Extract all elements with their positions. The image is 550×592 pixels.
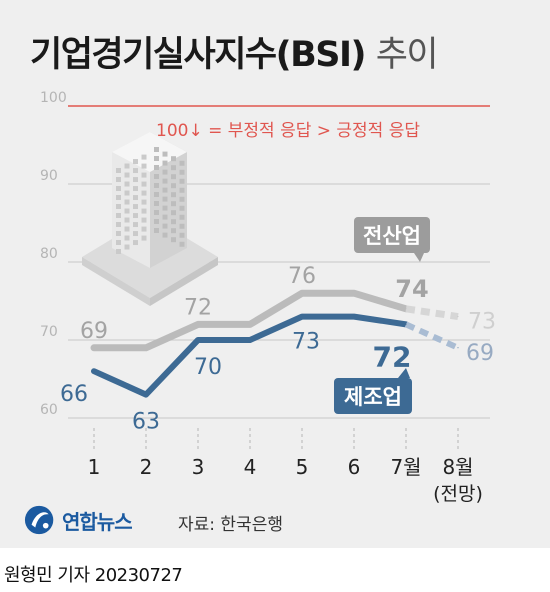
series-callout-box-mfg	[334, 378, 412, 414]
point-mfg-8	[457, 347, 459, 349]
y-tick-70: 70	[40, 324, 58, 340]
data-label-mfg-8: 69	[466, 341, 494, 366]
y-tick-90: 90	[40, 168, 58, 184]
data-labels: 69 72 76 74 73 66 63 70 73 72 69	[60, 264, 496, 434]
data-label-all-7: 74	[395, 275, 428, 303]
x-tick-labels: 1 2 3 4 5 6 7월 8월 (전망)	[88, 455, 483, 505]
vertical-guides	[93, 428, 459, 450]
series-name-all: 전산업	[363, 224, 421, 248]
point-mfg-2	[145, 394, 147, 396]
point-all-8	[457, 316, 459, 318]
source-text: 자료: 한국은행	[178, 515, 283, 535]
point-mfg-5	[301, 316, 303, 318]
point-mfg-6	[353, 316, 355, 318]
forecast-line-mfg	[404, 321, 460, 351]
series-name-mfg: 제조업	[344, 385, 402, 409]
point-all-2	[145, 347, 147, 349]
chart-card	[0, 0, 550, 548]
series-callout-box-all	[354, 217, 430, 253]
point-mfg-7	[405, 323, 407, 325]
reference-note: 100↓ = 부정적 응답 > 긍정적 응답	[156, 121, 421, 141]
point-mfg-4	[249, 339, 251, 341]
point-all-5	[301, 292, 303, 294]
x-sublabel-8: (전망)	[433, 483, 483, 505]
x-tick-5: 5	[296, 455, 309, 479]
series-callout-tail-all	[414, 253, 424, 262]
x-tick-1: 1	[88, 455, 101, 479]
title-suffix: 추이	[375, 35, 439, 75]
logo-text: 연합뉴스	[62, 510, 133, 534]
point-mfg-1	[93, 370, 95, 372]
point-all-6	[353, 292, 355, 294]
title-main: 기업경기실사지수(BSI)	[30, 35, 367, 75]
x-tick-3: 3	[192, 455, 205, 479]
data-label-mfg-7: 72	[373, 340, 412, 373]
forecast-line-all	[405, 305, 459, 321]
x-tick-2: 2	[140, 455, 153, 479]
x-tick-8: 8월	[442, 455, 473, 479]
y-tick-100: 100	[40, 90, 67, 106]
data-label-mfg-3: 70	[194, 355, 222, 380]
x-tick-4: 4	[244, 455, 257, 479]
y-tick-60: 60	[40, 402, 58, 418]
y-tick-labels: 60 70 80 90 100	[40, 90, 67, 418]
chart-title: 기업경기실사지수(BSI) 추이	[30, 26, 439, 77]
credit-text: 원형민 기자 20230727	[4, 565, 183, 586]
point-all-3	[197, 323, 199, 325]
x-tick-7: 7월	[390, 455, 421, 479]
building-illustration	[82, 132, 218, 306]
data-label-all-8: 73	[468, 310, 496, 335]
y-tick-80: 80	[40, 246, 58, 262]
point-all-4	[249, 323, 251, 325]
data-label-all-1: 69	[80, 319, 108, 344]
logo-icon	[24, 505, 54, 535]
series-callout-tail-mfg	[398, 368, 410, 378]
data-label-all-3: 72	[184, 295, 212, 320]
point-all-1	[93, 347, 95, 349]
x-tick-6: 6	[348, 455, 361, 479]
point-mfg-3	[197, 339, 199, 341]
data-label-mfg-1: 66	[60, 382, 88, 407]
series-layer	[90, 289, 460, 398]
point-all-7	[405, 308, 407, 310]
data-label-mfg-5: 73	[292, 330, 320, 355]
data-label-all-5: 76	[288, 264, 316, 289]
data-label-mfg-2: 63	[132, 410, 160, 435]
